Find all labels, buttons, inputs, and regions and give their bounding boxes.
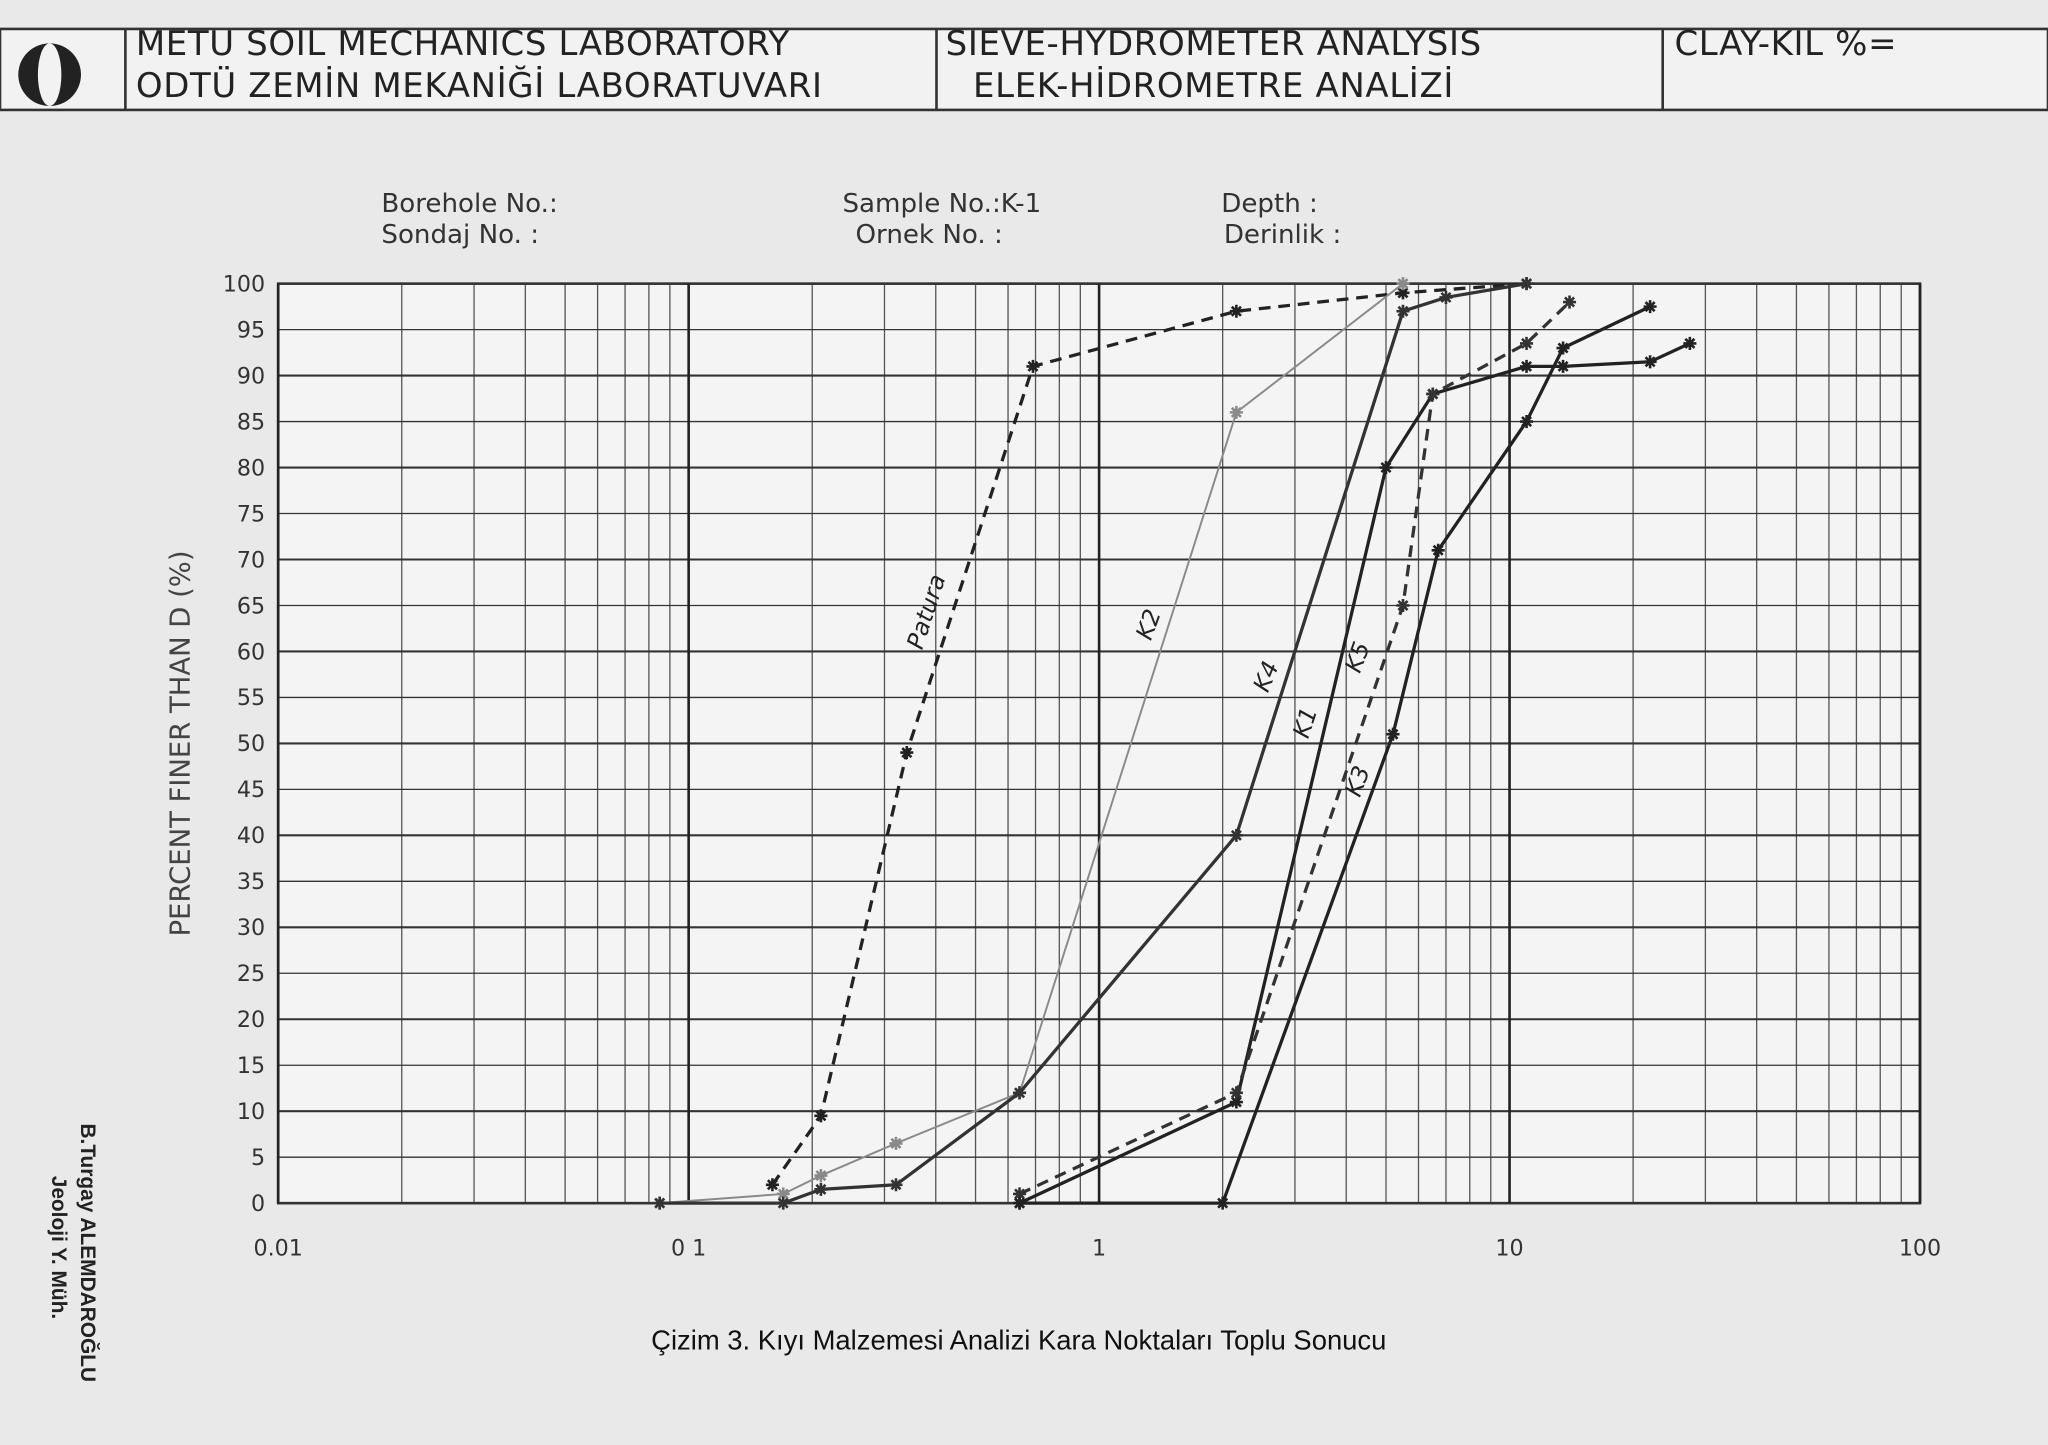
data-point	[814, 1169, 828, 1183]
fields: Borehole No.: Sondaj No. : Sample No.:K-…	[381, 189, 1341, 250]
data-point	[776, 1196, 790, 1210]
y-tick-label: 35	[237, 869, 265, 895]
data-point	[814, 1182, 828, 1196]
caption: Çizim 3. Kıyı Malzemesi Analizi Kara Nok…	[651, 1324, 1386, 1355]
data-point	[1396, 286, 1410, 300]
data-point	[1520, 336, 1534, 350]
y-tick-label: 50	[237, 731, 265, 757]
depth: Depth :	[1221, 189, 1318, 219]
data-point	[1396, 598, 1410, 613]
sig-name: B.Turgay ALEMDAROĞLU	[76, 1123, 100, 1382]
y-tick-label: 30	[237, 915, 265, 941]
data-point	[653, 1196, 667, 1210]
y-tick-label: 15	[237, 1053, 265, 1079]
sample: Sample No.:K-1	[842, 189, 1041, 219]
data-point	[1396, 277, 1410, 291]
y-tick-label: 75	[237, 501, 265, 527]
header: METU SOIL MECHANICS LABORATORY ODTÜ ZEMİ…	[0, 24, 2048, 112]
y-tick-label: 0	[251, 1191, 265, 1217]
x-tick-label: 0.01	[254, 1235, 303, 1261]
data-point	[1396, 304, 1410, 318]
y-tick-label: 45	[237, 777, 265, 803]
data-point	[1013, 1086, 1027, 1100]
signature: B.Turgay ALEMDAROĞLU Jeoloji Y. Müh.	[47, 1123, 100, 1382]
clay: CLAY-KIL %=	[1674, 24, 1897, 64]
series-line	[1018, 300, 1571, 1196]
data-point	[1426, 387, 1440, 401]
data-point	[1229, 405, 1243, 419]
y-tick-label: 55	[237, 685, 265, 711]
data-point	[1229, 1095, 1243, 1109]
y-tick-label: 95	[237, 317, 265, 343]
y-tick-label: 40	[237, 823, 265, 849]
data-point	[1216, 1196, 1230, 1210]
y-tick-label: 85	[237, 409, 265, 435]
y-tick-label: 20	[237, 1007, 265, 1033]
data-point	[1683, 336, 1697, 350]
data-point	[1431, 543, 1445, 557]
data-point	[1556, 341, 1570, 355]
data-point	[1520, 277, 1534, 291]
data-point	[1013, 1196, 1027, 1210]
data-point	[1379, 461, 1393, 475]
data-point	[889, 1178, 903, 1192]
sig-title: Jeoloji Y. Müh.	[47, 1176, 70, 1319]
data-point	[1562, 295, 1577, 309]
y-tick-label: 25	[237, 961, 265, 987]
data-point	[1026, 359, 1040, 373]
y-tick-label: 5	[251, 1145, 265, 1171]
data-point	[900, 746, 914, 760]
lab-en: METU SOIL MECHANICS LABORATORY	[136, 24, 790, 64]
data-point	[1386, 727, 1400, 741]
y-tick-label: 70	[237, 547, 265, 573]
y-tick-label: 10	[237, 1099, 265, 1125]
data-point	[1229, 828, 1243, 842]
plot: 0510152025303540455055606570758085909510…	[165, 271, 1941, 1355]
data-point	[814, 1109, 828, 1123]
x-tick-label: 1	[1092, 1235, 1106, 1261]
data-point	[1439, 290, 1453, 304]
data-point	[1229, 304, 1243, 318]
data-point	[1643, 355, 1657, 369]
data-point	[1013, 1187, 1027, 1201]
data-point	[1520, 359, 1534, 373]
series-line	[1018, 341, 1691, 1205]
data-point	[776, 1187, 790, 1201]
y-tick-label: 80	[237, 455, 265, 481]
analysis-tr: ELEK-HİDROMETRE ANALİZİ	[973, 66, 1454, 106]
data-point	[1520, 415, 1534, 429]
data-point	[1556, 359, 1570, 373]
y-tick-label: 65	[237, 593, 265, 619]
lab-tr: ODTÜ ZEMİN MEKANİĞİ LABORATUVARI	[136, 65, 823, 106]
y-tick-label: 60	[237, 639, 265, 665]
ornek: Ornek No. :	[856, 220, 1003, 250]
x-tick-label: 0 1	[671, 1235, 706, 1261]
borehole: Borehole No.:	[381, 189, 557, 219]
y-tick-label: 90	[237, 363, 265, 389]
data-point	[765, 1178, 779, 1192]
x-tick-label: 10	[1495, 1235, 1523, 1261]
data-point	[1229, 1086, 1243, 1100]
sondaj: Sondaj No. :	[381, 220, 539, 250]
analysis-en: SIEVE-HYDROMETER ANALYSIS	[946, 24, 1482, 64]
data-point	[889, 1136, 903, 1150]
y-axis-label: PERCENT FINER THAN D (%)	[165, 550, 196, 936]
x-tick-label: 100	[1899, 1235, 1941, 1261]
data-point	[1643, 300, 1657, 314]
derinlik: Derinlik :	[1224, 220, 1341, 250]
y-tick-label: 100	[223, 271, 265, 297]
logo	[37, 43, 62, 107]
header-box	[0, 27, 2048, 112]
